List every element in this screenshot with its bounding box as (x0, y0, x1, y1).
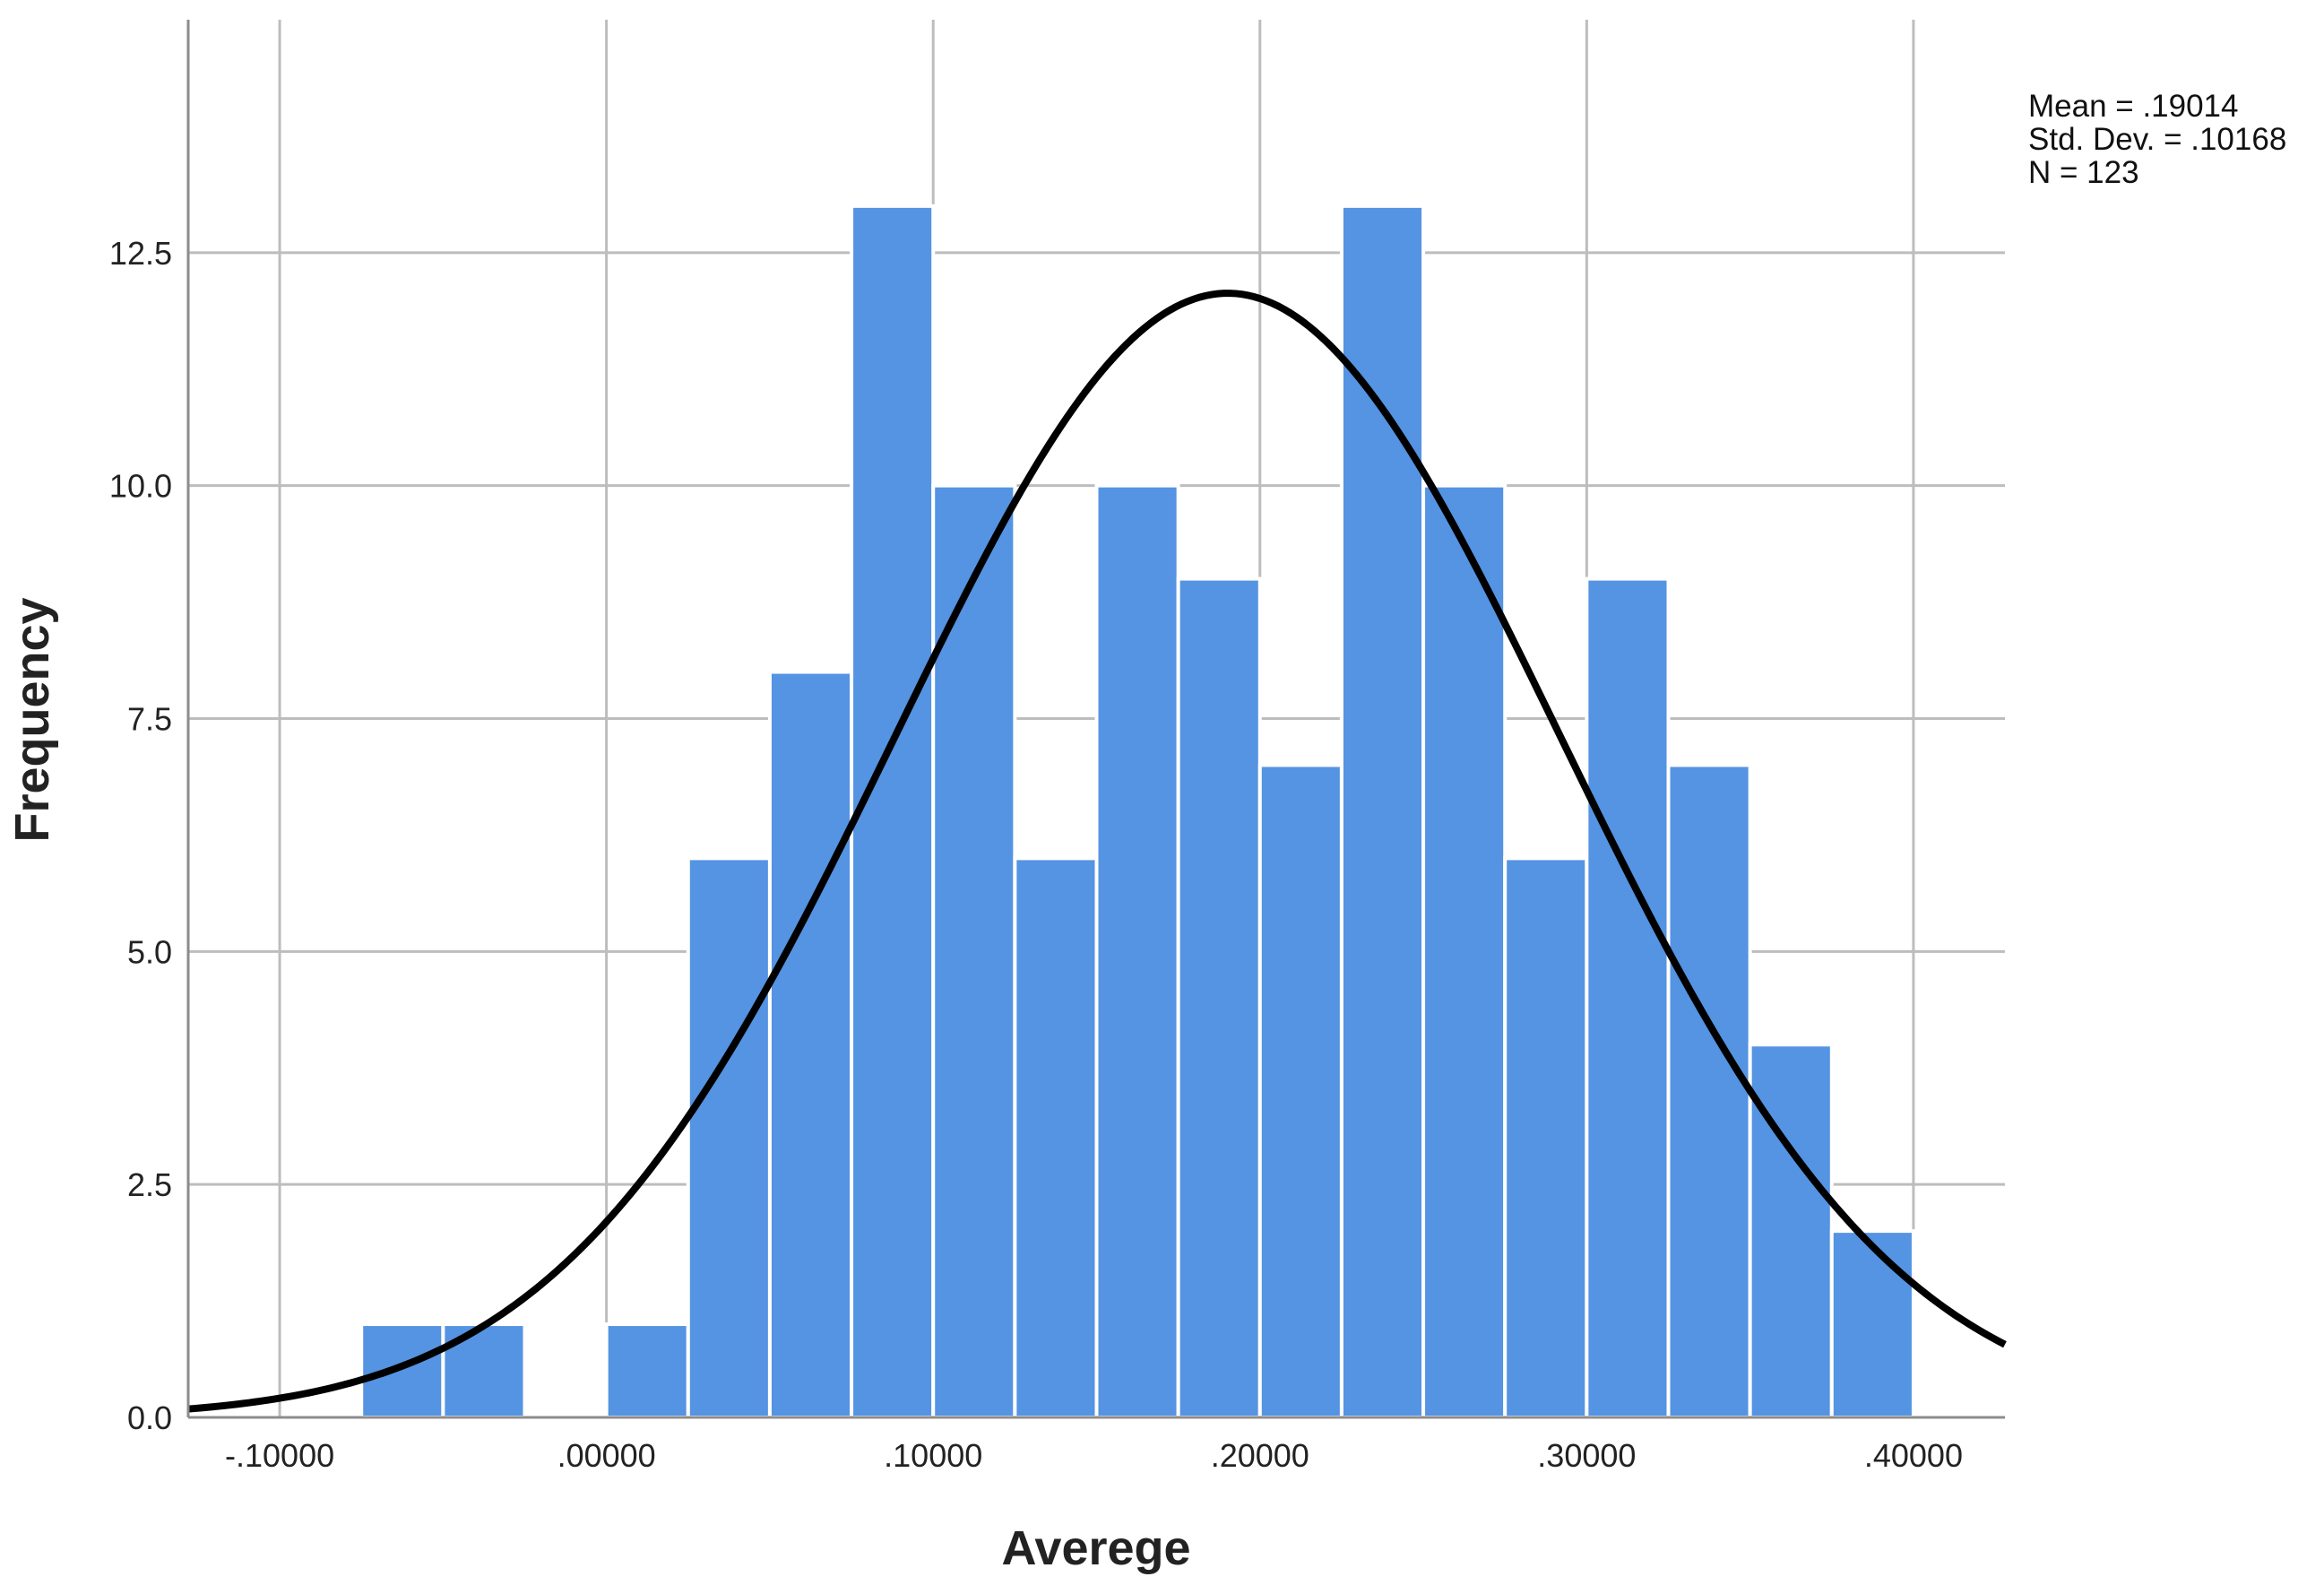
x-tick-label-3: .20000 (1211, 1437, 1309, 1474)
histogram-bar-11 (1257, 763, 1343, 1419)
histogram-bar-13 (1421, 483, 1508, 1420)
x-axis-title: Averege (1001, 1521, 1190, 1575)
normal-curve-layer (187, 290, 2007, 1413)
x-tick-label-4: .30000 (1537, 1437, 1636, 1474)
histogram-bar-10 (1176, 576, 1262, 1419)
histogram-bar-7 (931, 483, 1017, 1420)
stats-n: N = 123 (2028, 155, 2139, 190)
histogram-bar-3 (604, 1322, 690, 1419)
histogram-bar-14 (1503, 856, 1589, 1419)
x-tick-label-1: .00000 (557, 1437, 656, 1474)
histogram-bar-8 (1013, 856, 1099, 1419)
y-tick-label-0: 0.0 (127, 1399, 172, 1436)
histogram-bar-9 (1094, 483, 1180, 1420)
y-tick-label-4: 10.0 (109, 468, 172, 505)
tick-labels: -.10000 .00000 .10000 .20000 .30000 .40000 0.0… (109, 235, 1963, 1474)
histogram-bar-12 (1339, 204, 1426, 1419)
x-tick-label-0: -.10000 (225, 1437, 334, 1474)
y-tick-label-5: 12.5 (109, 235, 172, 272)
histogram-bar-5 (767, 670, 854, 1419)
y-tick-label-1: 2.5 (127, 1166, 172, 1203)
x-tick-label-5: .40000 (1864, 1437, 1963, 1474)
x-tick-label-2: .10000 (884, 1437, 982, 1474)
histogram-bar-4 (686, 856, 772, 1419)
y-tick-label-2: 5.0 (127, 933, 172, 970)
axes (186, 20, 2005, 1419)
stats-legend: Mean = .19014 Std. Dev. = .10168 N = 123 (2028, 89, 2286, 190)
y-tick-label-3: 7.5 (127, 701, 172, 738)
histogram-bar-0 (359, 1322, 445, 1419)
histogram-bar-6 (850, 204, 936, 1419)
histogram-bar-16 (1666, 763, 1752, 1419)
stats-mean: Mean = .19014 (2028, 89, 2239, 124)
histogram-bar-15 (1585, 576, 1671, 1419)
histogram-bars (359, 204, 1915, 1420)
histogram-bar-18 (1829, 1229, 1915, 1419)
y-axis-title: Frequency (5, 597, 59, 842)
normal-distribution-curve (187, 290, 2007, 1413)
histogram-bar-17 (1748, 1043, 1834, 1420)
stats-std-dev: Std. Dev. = .10168 (2028, 122, 2286, 157)
